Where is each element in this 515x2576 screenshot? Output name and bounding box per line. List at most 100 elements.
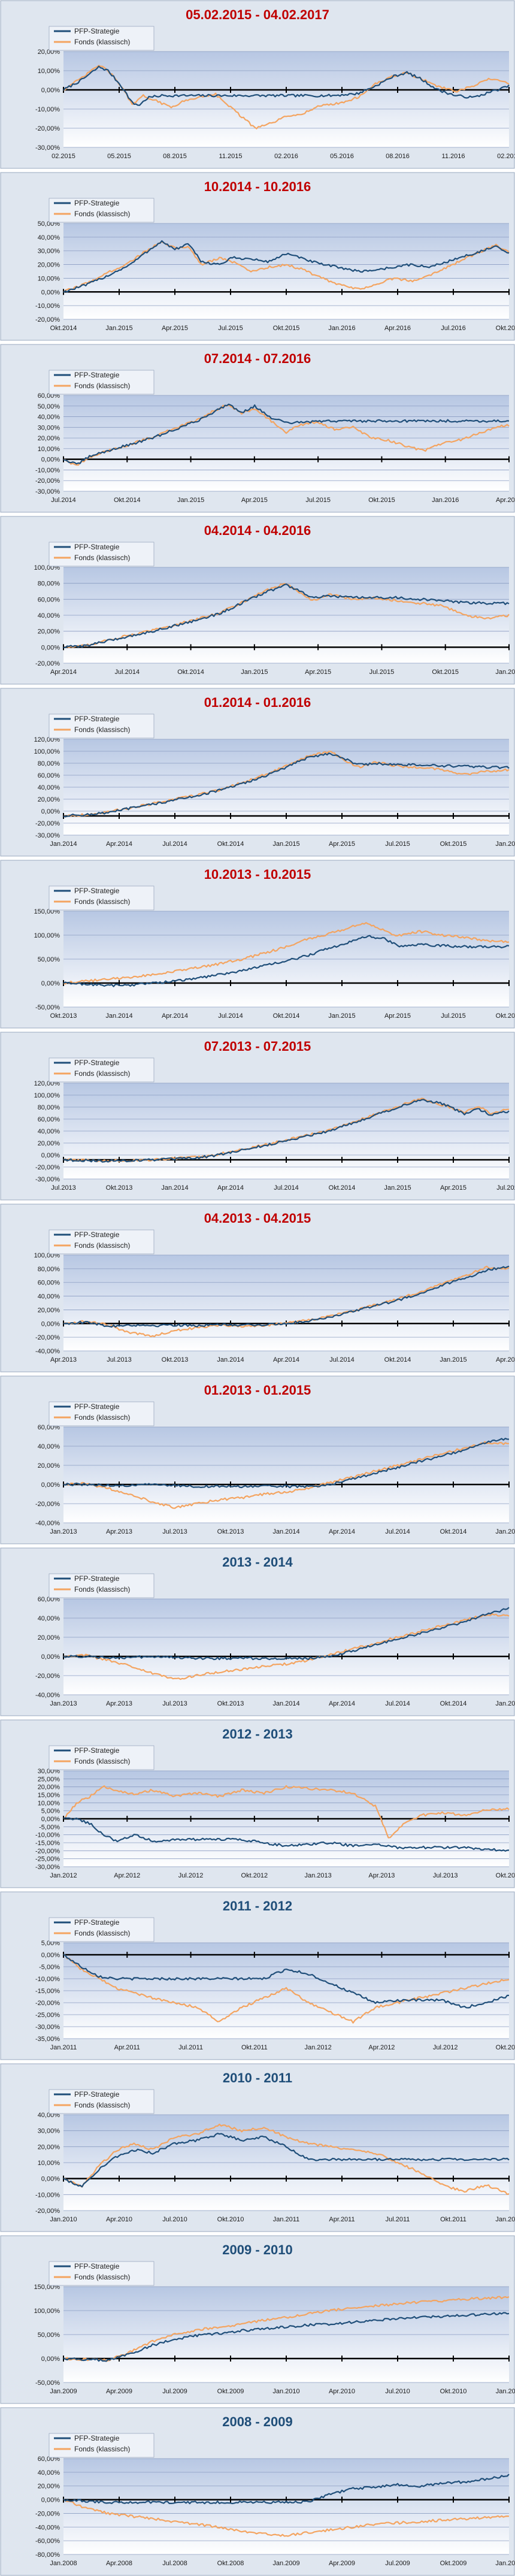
y-tick-label: 80,00%	[38, 760, 60, 767]
x-tick-label: Apr.2016	[496, 497, 515, 504]
series-line-fonds-klassisch	[63, 1441, 509, 1509]
x-tick-label: Okt.2014	[384, 1356, 411, 1363]
y-tick-label: 0,00%	[41, 644, 60, 651]
x-tick-label: Apr.2013	[50, 1356, 77, 1363]
y-tick-label: -10,00%	[35, 2191, 60, 2199]
y-tick-label: 80,00%	[38, 1266, 60, 1273]
x-tick-label: Jan.2014	[105, 1012, 132, 1020]
x-tick-label: Okt.2016	[496, 325, 515, 332]
x-tick-label: Jul.2013	[107, 1356, 132, 1363]
chart-svg: 01.2013 - 01.201560,00%40,00%20,00%0,00%…	[0, 1375, 515, 1544]
x-tick-label: Okt.2013	[217, 1528, 244, 1535]
x-tick-label: Jul.2015	[385, 840, 410, 848]
legend-label: Fonds (klassisch)	[74, 725, 130, 734]
y-tick-label: 0,00%	[41, 2497, 60, 2504]
x-tick-label: Apr.2015	[440, 1184, 466, 1192]
x-tick-label: Okt.2013	[162, 1356, 189, 1363]
y-tick-label: -20,00%	[35, 2208, 60, 2215]
chart-panel: 2012 - 2013 30,00% 25,00% 20,00% 15,00% 10,00…	[0, 1719, 515, 1888]
chart-panel: 2011 - 2012 5,00% 0,00% -5,00% -10,00% -15,00…	[0, 1891, 515, 2060]
y-tick-label: -20,00%	[35, 1334, 60, 1341]
y-tick-label: 40,00%	[38, 234, 60, 241]
chart-svg: 07.2013 - 07.2015120,00%100,00%80,00%60,…	[0, 1032, 515, 1201]
x-tick-label: Jan.2011	[496, 2388, 515, 2395]
x-tick-label: 02.2015	[51, 153, 75, 160]
y-tick-label: 20,00%	[38, 1784, 60, 1791]
x-tick-label: Okt.2014	[177, 669, 204, 676]
x-tick-label: 11.2016	[442, 153, 465, 160]
x-tick-label: Okt.2015	[440, 840, 467, 848]
x-tick-label: 05.2016	[330, 153, 354, 160]
chart-panel: 2008 - 2009 60,00% 40,00% 20,00% 0,00% -20,00…	[0, 2407, 515, 2576]
chart-panel: 2013 - 2014 60,00% 40,00% 20,00% 0,00% -20,00…	[0, 1547, 515, 1716]
y-tick-label: -10,00%	[35, 467, 60, 474]
legend: PFP-Strategie Fonds (klassisch)	[49, 2433, 154, 2458]
series-line-pfp-strategie	[63, 1817, 510, 1852]
x-tick-label: Apr.2015	[305, 669, 331, 676]
y-tick-label: -20,00%	[35, 820, 60, 827]
y-tick-label: 0,00%	[41, 289, 60, 296]
chart-panel: 01.2014 - 01.2016 120,00% 100,00% 80,00% 60,…	[0, 688, 515, 857]
x-tick-label: Jul.2010	[385, 2388, 410, 2395]
x-tick-label: Jan.2015	[328, 1012, 355, 1020]
chart-panel: 2010 - 2011 40,00% 30,00% 20,00% 10,00% 0,00%…	[0, 2063, 515, 2232]
x-tick-label: 02.2017	[497, 153, 515, 160]
y-tick-label: -20,00%	[35, 477, 60, 485]
chart-svg: 10.2014 - 10.201650,00%40,00%30,00%20,00…	[0, 172, 515, 341]
y-tick-label: 10,00%	[38, 68, 60, 75]
legend-label: Fonds (klassisch)	[74, 2101, 130, 2109]
legend-label: PFP-Strategie	[74, 887, 120, 895]
x-tick-label: Okt.2015	[496, 1012, 515, 1020]
x-tick-label: Okt.2014	[440, 1528, 467, 1535]
series-line-fonds-klassisch	[63, 2123, 510, 2196]
x-tick-label: Jan.2013	[305, 1872, 332, 1879]
x-tick-label: Jul.2013	[51, 1184, 76, 1192]
chart-panel: 10.2013 - 10.2015 150,00% 100,00% 50,00% 0,0…	[0, 860, 515, 1029]
y-tick-label: 40,00%	[38, 1615, 60, 1622]
x-tick-label: Apr.2014	[162, 1012, 188, 1020]
x-tick-label: Jul.2010	[162, 2216, 187, 2223]
x-tick-label: Jul.2015	[218, 325, 243, 332]
x-tick-label: Okt.2014	[50, 325, 77, 332]
chart-panel: 05.02.2015 - 04.02.2017 20,00% 10,00% 0,00%…	[0, 0, 515, 169]
y-tick-label: 50,00%	[38, 403, 60, 410]
y-tick-label: 15,00%	[38, 1792, 60, 1799]
x-tick-label: Jan.2016	[328, 325, 355, 332]
chart-panel: 04.2013 - 04.2015 100,00% 80,00% 60,00% 40,0…	[0, 1204, 515, 1372]
legend-label: PFP-Strategie	[74, 1574, 120, 1583]
x-tick-label: Okt.2009	[440, 2560, 467, 2567]
y-tick-label: 60,00%	[38, 772, 60, 779]
y-tick-label: 0,00%	[41, 1152, 60, 1159]
y-tick-label: -30,00%	[35, 1864, 60, 1871]
legend-label: PFP-Strategie	[74, 1402, 120, 1411]
x-tick-label: Jan.2014	[161, 1184, 188, 1192]
chart-svg: 05.02.2015 - 04.02.201720,00%10,00%0,00%…	[0, 0, 515, 169]
y-tick-label: 20,00%	[38, 1140, 60, 1147]
y-tick-label: 0,00%	[41, 1481, 60, 1489]
chart-title: 01.2013 - 01.2015	[204, 1383, 311, 1398]
y-tick-label: 20,00%	[38, 262, 60, 269]
legend-label: Fonds (klassisch)	[74, 1929, 130, 1937]
series-line-pfp-strategie	[63, 1265, 510, 1328]
x-tick-label: Jul.2016	[441, 325, 466, 332]
y-tick-label: 10,00%	[38, 1800, 60, 1807]
x-tick-label: Apr.2015	[329, 840, 355, 848]
chart-svg: 2013 - 201460,00%40,00%20,00%0,00%-20,00…	[0, 1547, 515, 1716]
chart-svg: 04.2014 - 04.2016100,00%80,00%60,00%40,0…	[0, 516, 515, 685]
x-tick-label: Okt.2011	[440, 2216, 466, 2223]
x-tick-label: Apr.2013	[368, 1872, 395, 1879]
series-line-fonds-klassisch	[63, 241, 510, 293]
chart-panel: 2009 - 2010 150,00% 100,00% 50,00% 0,00% -50,…	[0, 2235, 515, 2404]
y-tick-label: 40,00%	[38, 612, 60, 619]
x-tick-label: Jan.2014	[272, 1700, 299, 1707]
x-tick-label: Jul.2011	[386, 2216, 410, 2223]
legend-label: Fonds (klassisch)	[74, 210, 130, 218]
legend: PFP-Strategie Fonds (klassisch)	[49, 198, 154, 223]
y-tick-label: 20,00%	[38, 628, 60, 636]
chart-svg: 04.2013 - 04.2015100,00%80,00%60,00%40,0…	[0, 1204, 515, 1372]
legend-label: Fonds (klassisch)	[74, 382, 130, 390]
x-tick-label: Jul.2012	[433, 2044, 458, 2051]
legend-label: PFP-Strategie	[74, 1230, 120, 1239]
y-tick-label: -20,00%	[35, 2000, 60, 2007]
